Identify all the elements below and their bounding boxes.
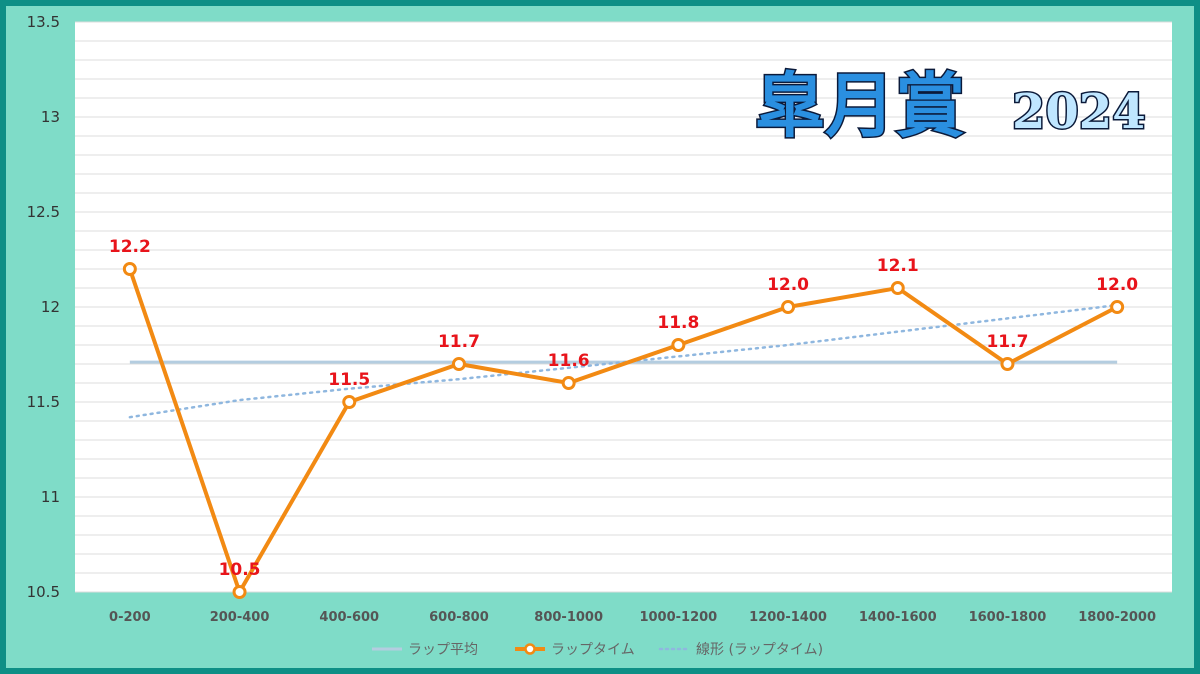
data-label: 11.6 [548,351,590,371]
data-point [342,395,357,409]
series-line-lap-time [127,268,1119,594]
x-tick-label: 1200-1400 [749,610,827,625]
y-tick-label: 10.5 [27,583,60,601]
legend: ラップ平均 ラップタイム 線形 (ラップタイム) [372,642,823,658]
data-point [671,338,686,352]
data-label: 11.7 [438,332,480,352]
data-point [232,585,247,599]
y-tick-label: 11.5 [27,393,60,411]
y-tick-label: 13 [41,108,60,126]
y-tick-label: 11 [41,488,60,506]
data-point [1000,357,1015,371]
x-tick-label: 1600-1800 [969,610,1047,625]
title-year: 2024 [1012,84,1146,140]
x-axis-ticks: 0-200 200-400 400-600 600-800 800-1000 1000-1… [109,610,1156,625]
data-point [890,281,905,295]
x-tick-label: 200-400 [210,610,270,625]
y-tick-label: 12.5 [27,203,60,221]
data-point [451,357,466,371]
y-axis-ticks: 10.5 11 11.5 12 12.5 13 13.5 [27,13,60,601]
legend-label: 線形 (ラップタイム) [696,642,823,658]
data-label: 11.5 [328,370,370,390]
data-labels: 12.2 10.5 11.5 11.7 11.6 11.8 12.0 12.1 11.7 12.0 [109,237,1138,580]
data-label: 12.2 [109,237,151,257]
legend-marker-lap-time [524,643,536,655]
title-main: 皐月賞 [755,64,965,147]
data-label: 12.0 [767,275,809,295]
y-tick-label: 13.5 [27,13,60,31]
x-tick-label: 400-600 [319,610,379,625]
data-point [561,376,576,390]
legend-label: ラップタイム [551,642,635,658]
y-tick-label: 12 [41,298,60,316]
data-label: 12.0 [1096,275,1138,295]
series-layer [122,262,1125,599]
legend-label: ラップ平均 [408,642,478,658]
data-label: 12.1 [877,256,919,276]
x-tick-label: 0-200 [109,610,151,625]
data-point [1110,300,1125,314]
x-tick-label: 1400-1600 [859,610,937,625]
data-label: 11.8 [657,313,699,333]
x-tick-label: 600-800 [429,610,489,625]
data-label: 11.7 [986,332,1028,352]
data-label: 10.5 [219,560,261,580]
x-tick-label: 800-1000 [534,610,603,625]
data-point [122,262,137,276]
data-point [781,300,796,314]
chart-title: 皐月賞 2024 [754,63,1148,149]
gridlines [75,21,1172,593]
x-tick-label: 1800-2000 [1078,610,1156,625]
x-tick-label: 1000-1200 [639,610,717,625]
